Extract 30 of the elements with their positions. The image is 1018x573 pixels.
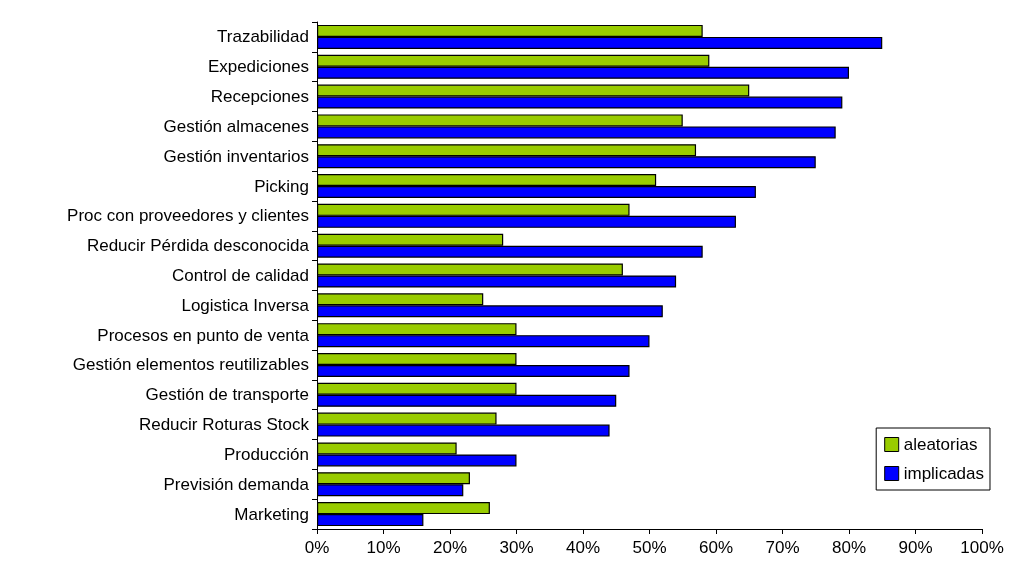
y-tick-label: Proc con proveedores y clientes <box>67 206 309 226</box>
y-tick-label: Gestión inventarios <box>163 146 309 166</box>
x-tick-label: 50% <box>632 538 667 557</box>
x-tick-label: 60% <box>698 538 734 557</box>
y-tick-label: Procesos en punto de venta <box>97 325 310 345</box>
x-tick-label: 0% <box>304 538 330 557</box>
y-tick-label: Reducir Pérdida desconocida <box>86 236 310 256</box>
x-tick-label: 30% <box>499 538 534 557</box>
x-tick-label: 10% <box>366 538 401 557</box>
y-tick-label: Logistica Inversa <box>181 295 310 315</box>
y-tick-label: Gestión elementos reutilizables <box>72 355 309 375</box>
x-tick-label: 70% <box>765 538 800 557</box>
y-tick-label: Gestión almacenes <box>163 116 309 136</box>
y-tick-label: Producción <box>223 444 309 464</box>
y-tick-label: Expediciones <box>207 57 309 77</box>
y-tick-label: Picking <box>254 176 309 196</box>
legend-label: aleatorias <box>903 435 978 454</box>
x-tick-label: 40% <box>565 538 601 557</box>
y-tick-label: Gestión de transporte <box>145 385 309 405</box>
y-tick-label: Recepciones <box>210 87 309 107</box>
y-tick-label: Trazabilidad <box>217 27 309 47</box>
x-tick-label: 20% <box>432 538 468 557</box>
x-tick-label: 80% <box>831 538 867 557</box>
y-tick-label: Reducir Roturas Stock <box>138 415 310 435</box>
y-tick-label: Control de calidad <box>171 266 309 285</box>
x-tick-label: 100% <box>960 538 1004 557</box>
legend-label: implicadas <box>903 464 984 483</box>
y-tick-label: Previsión demanda <box>163 474 310 494</box>
x-tick-label: 90% <box>898 538 933 557</box>
y-tick-label: Marketing <box>234 504 309 524</box>
